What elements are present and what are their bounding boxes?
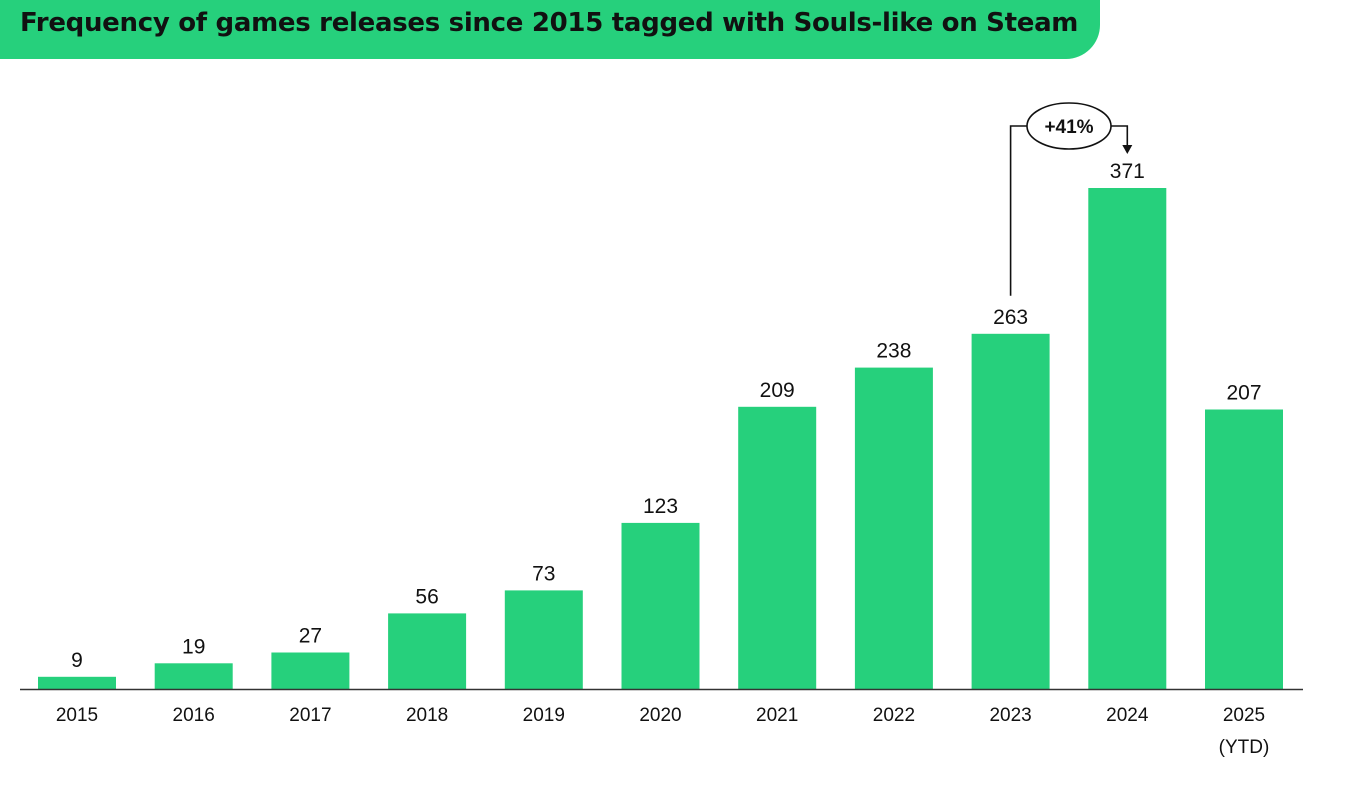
bar-2017 (271, 652, 350, 689)
tick-label-2016: 2016 (173, 705, 215, 726)
bar-2019 (504, 590, 583, 689)
title-banner: Frequency of games releases since 2015 t… (0, 0, 1100, 59)
bar-2018 (388, 613, 467, 689)
tick-label-2017: 2017 (289, 705, 331, 726)
bar-2016 (154, 663, 233, 689)
bars-group (38, 188, 1283, 689)
bar-2025 (1205, 409, 1283, 689)
tick-label-2025: 2025 (1223, 705, 1265, 726)
bar-2015 (38, 676, 116, 689)
growth-annotation-label: +41% (1044, 117, 1093, 138)
value-label-2020: 123 (643, 495, 678, 518)
value-label-2023: 263 (993, 306, 1028, 329)
value-labels-group: 9 19 27 56 73 123 209 238 263 371 207 (71, 160, 1261, 672)
tick-label-2020: 2020 (639, 705, 681, 726)
tick-label-2018: 2018 (406, 705, 448, 726)
tick-label-2021: 2021 (756, 705, 798, 726)
tick-label-2015: 2015 (56, 705, 98, 726)
value-label-2021: 209 (760, 379, 795, 402)
bar-2024 (1088, 188, 1167, 689)
value-label-2025: 207 (1226, 382, 1261, 405)
growth-annotation-arrowhead (1122, 145, 1133, 154)
value-label-2018: 56 (415, 585, 438, 608)
bar-2020 (621, 522, 700, 689)
tick-label-2024: 2024 (1106, 705, 1149, 726)
x-axis-tick-labels: 2015 2016 2017 2018 2019 2020 2021 2022 2023 2024… (56, 705, 1269, 758)
value-label-2017: 27 (299, 625, 322, 648)
value-label-2019: 73 (532, 562, 555, 585)
bar-2023 (971, 333, 1050, 689)
chart-title: Frequency of games releases since 2015 t… (20, 7, 1079, 38)
value-label-2015: 9 (71, 649, 83, 672)
value-label-2022: 238 (876, 340, 911, 363)
growth-annotation: +41% (1009, 102, 1133, 296)
tick-sublabel-2025: (YTD) (1219, 737, 1270, 758)
bar-2021 (738, 406, 817, 689)
growth-annotation-ellipse (1026, 102, 1112, 150)
tick-label-2023: 2023 (989, 705, 1031, 726)
value-label-2016: 19 (182, 635, 205, 658)
tick-label-2019: 2019 (523, 705, 565, 726)
tick-label-2022: 2022 (873, 705, 915, 726)
value-label-2024: 371 (1110, 160, 1145, 183)
bar-2022 (854, 367, 933, 689)
